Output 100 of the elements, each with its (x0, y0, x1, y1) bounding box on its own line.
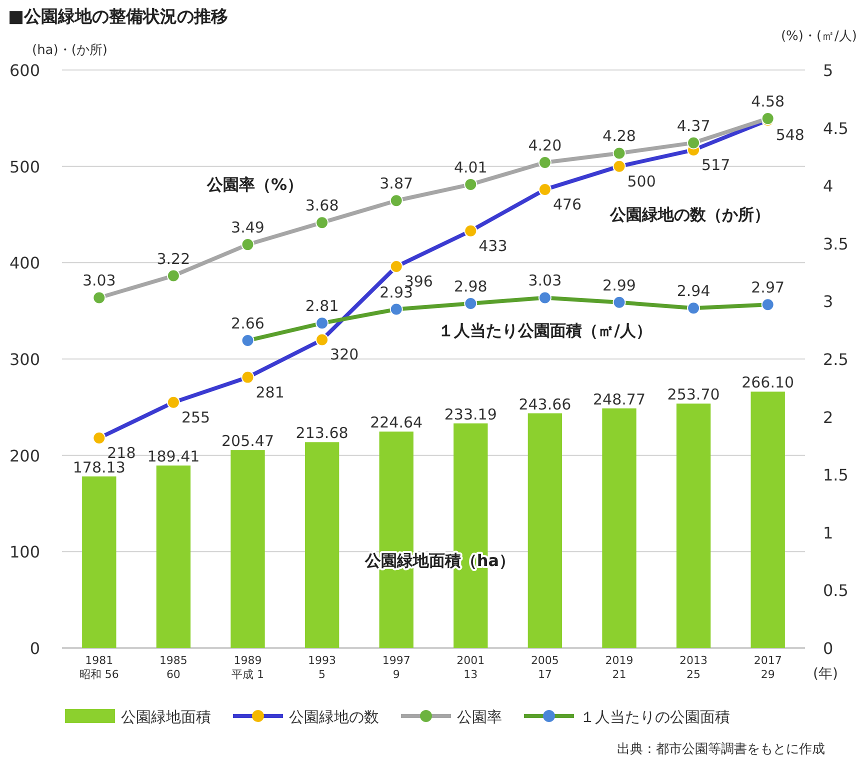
data-label: 281 (256, 383, 284, 402)
data-label: 517 (702, 156, 730, 174)
data-label: 224.64 (370, 414, 423, 432)
data-label: 4.01 (454, 158, 488, 176)
annotation: 公園率（%） (206, 175, 304, 194)
data-label: 266.10 (742, 374, 794, 392)
point (390, 302, 403, 316)
data-label: 2.81 (305, 297, 339, 316)
point (92, 431, 106, 444)
data-label: 4.28 (602, 127, 636, 146)
y2-tick-label: 2 (823, 408, 834, 427)
y-tick-label: 300 (9, 350, 40, 369)
y-tick-label: 0 (30, 639, 40, 658)
x-tick-label: 1993 5 (308, 654, 336, 681)
data-label: 243.66 (518, 395, 572, 414)
y-tick-label: 600 (9, 61, 40, 80)
legend-label: 公園率 (457, 708, 502, 726)
data-label: 433 (478, 236, 508, 255)
x-tick-label: 2013 25 (680, 654, 708, 681)
y2-tick-label: 5 (823, 61, 834, 80)
chart-title: ■公園緑地の整備状況の推移 (8, 7, 228, 27)
y2-tick-label: 2.5 (823, 350, 848, 369)
point (241, 370, 254, 384)
y2-tick-label: 3.5 (823, 234, 848, 254)
point (390, 260, 403, 274)
x-tick-label: 2019 21 (605, 654, 634, 681)
y2-tick-label: 0.5 (823, 581, 848, 600)
x-tick-label: 2017 29 (754, 654, 782, 681)
y-tick-label: 500 (9, 157, 40, 176)
data-label: 2.98 (454, 278, 488, 296)
point (316, 216, 329, 230)
y2-tick-label: 1.5 (823, 466, 848, 485)
point (464, 224, 478, 238)
y2-tick-label: 0 (823, 639, 834, 658)
data-label: 4.37 (676, 116, 710, 135)
x-tick-label: 1989 平成 1 (232, 654, 264, 681)
point (316, 333, 329, 346)
point (241, 334, 254, 348)
data-label: 4.58 (751, 92, 785, 111)
point (464, 297, 478, 310)
data-label: 4.20 (528, 136, 562, 154)
bar (82, 476, 116, 648)
bar (750, 392, 785, 648)
bar (528, 413, 562, 648)
point (687, 136, 700, 150)
point (612, 146, 626, 160)
point (166, 269, 180, 282)
data-label: 253.70 (667, 386, 720, 404)
bar (230, 450, 265, 648)
y2-tick-label: 3 (823, 292, 834, 312)
y-axis-title: (ha)・(か所) (32, 43, 108, 58)
y2-axis-title: (%)・(㎡/人) (780, 29, 857, 44)
data-label: 3.22 (156, 250, 190, 268)
data-label: 205.47 (222, 432, 274, 450)
source-note: 出典：都市公園等調書をもとに作成 (617, 742, 825, 757)
point (538, 182, 552, 196)
point (687, 302, 700, 315)
annotation: １人当たり公園面積（㎡/人） (438, 321, 652, 340)
data-label: 2.99 (602, 276, 636, 294)
data-label: 248.77 (593, 390, 646, 408)
point (612, 296, 626, 309)
data-label: 476 (552, 195, 582, 214)
point (464, 178, 478, 191)
data-label: 2.66 (231, 314, 264, 333)
data-label: 500 (627, 172, 656, 190)
bar (156, 466, 191, 648)
point (761, 298, 774, 312)
point (92, 291, 106, 304)
data-label: 3.03 (82, 272, 116, 290)
y-tick-label: 200 (9, 446, 40, 466)
y-tick-label: 100 (9, 542, 40, 562)
data-label: 2.97 (751, 278, 785, 297)
data-label: 320 (330, 346, 359, 364)
data-label: 255 (181, 408, 210, 426)
y2-tick-label: 4 (823, 176, 834, 196)
data-label: 3.03 (528, 272, 562, 290)
data-label: 2.94 (676, 282, 710, 300)
data-label: 233.19 (444, 405, 497, 424)
data-label: 3.68 (305, 196, 339, 215)
point (390, 194, 403, 208)
x-tick-label: 2001 13 (456, 654, 485, 681)
legend-label: １人当たりの公園面積 (580, 708, 730, 726)
data-label: 3.49 (231, 218, 264, 237)
bar (304, 442, 340, 648)
bar (379, 432, 414, 648)
y2-tick-label: 4.5 (823, 118, 848, 138)
annotation: 公園緑地の数（か所） (609, 205, 770, 224)
point (612, 160, 626, 173)
bar (602, 408, 636, 648)
legend-label: 公園緑地面積 (121, 708, 211, 726)
x-axis-title: (年) (813, 666, 838, 682)
x-tick-label: 1985 60 (159, 654, 188, 681)
data-label: 189.41 (147, 448, 200, 466)
x-tick-label: 1981 昭和 56 (79, 654, 119, 681)
point (166, 396, 180, 409)
bar (676, 404, 711, 648)
x-tick-label: 1997 9 (382, 654, 410, 681)
point (538, 291, 552, 304)
legend-label: 公園緑地の数 (289, 708, 379, 726)
data-label: 3.87 (380, 174, 414, 193)
